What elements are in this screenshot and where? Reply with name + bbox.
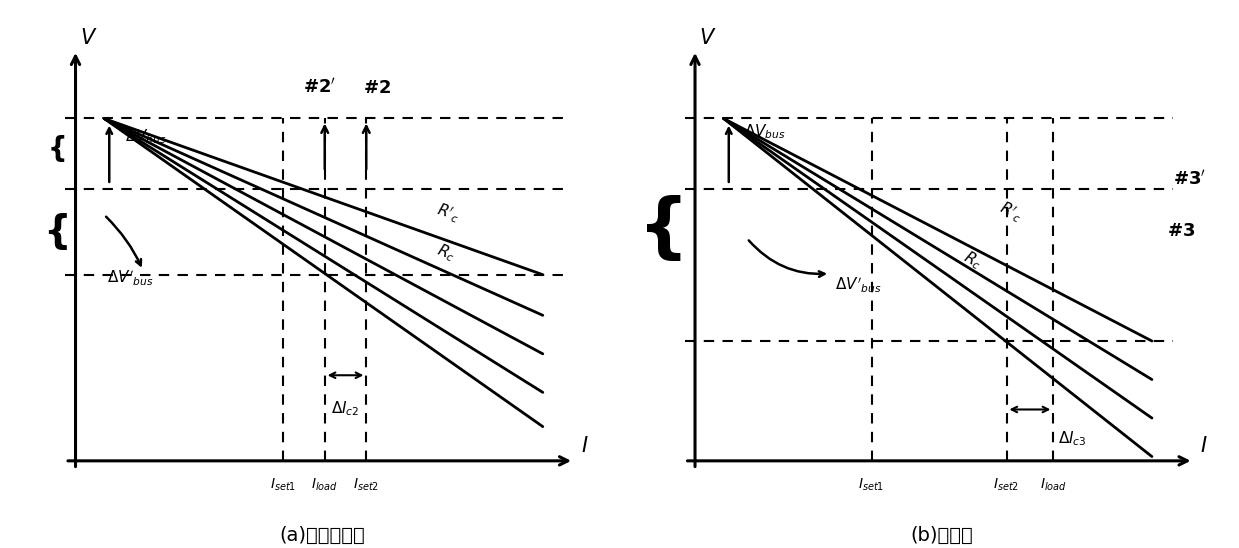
Text: {: {: [47, 135, 67, 163]
Text: $\Delta V_{bus}$: $\Delta V_{bus}$: [125, 127, 166, 146]
Text: $\Delta I_{c3}$: $\Delta I_{c3}$: [1058, 430, 1087, 448]
Text: $I$: $I$: [581, 436, 589, 456]
Text: {: {: [43, 213, 71, 251]
Text: (b)重载区: (b)重载区: [911, 526, 973, 545]
Text: $I_{set2}$: $I_{set2}$: [353, 477, 379, 493]
Text: $R'_c$: $R'_c$: [434, 201, 462, 226]
Text: $\Delta V_{bus}$: $\Delta V_{bus}$: [745, 123, 786, 141]
Text: $\Delta V'_{bus}$: $\Delta V'_{bus}$: [835, 276, 882, 295]
Text: $I_{set1}$: $I_{set1}$: [859, 477, 885, 493]
Text: $\bf{\#2}$: $\bf{\#2}$: [363, 79, 390, 97]
Text: $I_{set1}$: $I_{set1}$: [270, 477, 296, 493]
Text: $\bf{\#3'}$: $\bf{\#3'}$: [1172, 170, 1206, 189]
Text: $R_c$: $R_c$: [960, 247, 985, 272]
Text: $V$: $V$: [79, 27, 97, 48]
Text: $\Delta I_{c2}$: $\Delta I_{c2}$: [331, 400, 359, 419]
Text: $V$: $V$: [699, 27, 716, 48]
Text: {: {: [638, 195, 690, 264]
Text: $I$: $I$: [1201, 436, 1208, 456]
Text: $\Delta V'_{bus}$: $\Delta V'_{bus}$: [107, 269, 154, 288]
Text: $R'_c$: $R'_c$: [996, 199, 1025, 226]
Text: $R_c$: $R_c$: [434, 240, 457, 265]
Text: $I_{set2}$: $I_{set2}$: [994, 477, 1020, 493]
Text: $I_{load}$: $I_{load}$: [1040, 477, 1067, 493]
Text: (a)额定负荷区: (a)额定负荷区: [279, 526, 366, 545]
Text: $\bf{\#2'}$: $\bf{\#2'}$: [304, 78, 336, 97]
Text: $\bf{\#3}$: $\bf{\#3}$: [1167, 222, 1196, 240]
Text: $I_{load}$: $I_{load}$: [311, 477, 338, 493]
